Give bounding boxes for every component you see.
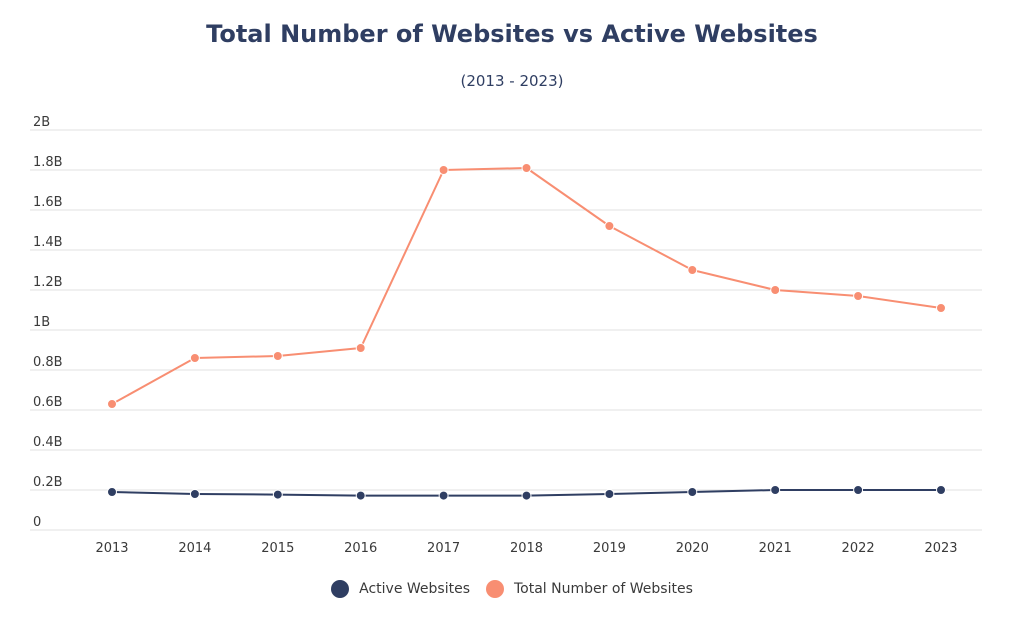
x-tick-label: 2014 bbox=[178, 541, 211, 556]
data-point[interactable] bbox=[687, 487, 698, 497]
series-lines bbox=[107, 163, 946, 501]
y-tick-label: 0.4B bbox=[33, 435, 63, 450]
legend-swatch-total bbox=[485, 580, 504, 598]
x-tick-label: 2016 bbox=[344, 541, 377, 556]
x-tick-label: 2018 bbox=[510, 541, 543, 556]
legend-label-total: Total Number of Websites bbox=[513, 581, 693, 597]
y-tick-label: 1.8B bbox=[33, 155, 63, 170]
data-point[interactable] bbox=[272, 351, 283, 361]
y-tick-label: 0 bbox=[33, 515, 41, 530]
series-line bbox=[111, 167, 942, 405]
x-tick-label: 2020 bbox=[676, 541, 709, 556]
data-point[interactable] bbox=[770, 485, 781, 495]
series-active-websites bbox=[107, 485, 946, 501]
data-point[interactable] bbox=[189, 489, 200, 499]
data-point[interactable] bbox=[936, 303, 946, 313]
data-point[interactable] bbox=[107, 399, 117, 409]
data-point[interactable] bbox=[604, 489, 615, 499]
data-point[interactable] bbox=[853, 291, 864, 301]
y-tick-label: 0.6B bbox=[33, 395, 63, 410]
data-point[interactable] bbox=[521, 490, 532, 501]
data-point[interactable] bbox=[521, 163, 532, 173]
x-tick-label: 2021 bbox=[759, 541, 792, 556]
line-chart: 0 0.2B 0.4B 0.6B 0.8B 1B 1.2B 1.4B 1.6B 1.8B 2B 20… bbox=[30, 115, 982, 556]
chart-title: Total Number of Websites vs Active Websi… bbox=[206, 20, 818, 48]
legend: Active Websites Total Number of Websites bbox=[0, 580, 1024, 598]
y-tick-label: 1.2B bbox=[33, 275, 63, 290]
data-point[interactable] bbox=[770, 285, 781, 295]
data-point[interactable] bbox=[438, 490, 449, 501]
y-tick-label: 2B bbox=[33, 115, 50, 130]
data-point[interactable] bbox=[853, 485, 864, 495]
x-tick-label: 2022 bbox=[842, 541, 875, 556]
data-point[interactable] bbox=[438, 165, 449, 175]
legend-label-active: Active Websites bbox=[359, 581, 470, 597]
data-point[interactable] bbox=[355, 343, 366, 353]
series-total-websites bbox=[107, 163, 946, 409]
legend-swatch-active bbox=[331, 580, 350, 598]
y-tick-label: 1.6B bbox=[33, 195, 63, 210]
x-tick-label: 2023 bbox=[924, 541, 957, 556]
y-axis-ticks: 0 0.2B 0.4B 0.6B 0.8B 1B 1.2B 1.4B 1.6B 1.8B 2B bbox=[33, 115, 63, 530]
data-point[interactable] bbox=[604, 221, 615, 231]
x-tick-label: 2015 bbox=[261, 541, 294, 556]
data-point[interactable] bbox=[936, 485, 946, 495]
y-tick-label: 1B bbox=[33, 315, 50, 330]
x-axis-ticks: 2013 2014 2015 2016 2017 2018 2019 2020 2021 2022… bbox=[95, 541, 957, 556]
grid-lines bbox=[30, 129, 982, 531]
data-point[interactable] bbox=[272, 489, 283, 500]
data-point[interactable] bbox=[107, 487, 117, 497]
x-tick-label: 2013 bbox=[95, 541, 128, 556]
data-point[interactable] bbox=[355, 490, 366, 501]
chart-subtitle: (2013 - 2023) bbox=[460, 72, 564, 90]
y-tick-label: 0.8B bbox=[33, 355, 63, 370]
data-point[interactable] bbox=[189, 353, 200, 363]
legend-item-active-websites[interactable]: Active Websites bbox=[331, 580, 470, 598]
x-tick-label: 2019 bbox=[593, 541, 626, 556]
legend-item-total-websites[interactable]: Total Number of Websites bbox=[485, 580, 693, 598]
y-tick-label: 0.2B bbox=[33, 475, 63, 490]
x-tick-label: 2017 bbox=[427, 541, 460, 556]
y-tick-label: 1.4B bbox=[33, 235, 63, 250]
data-point[interactable] bbox=[687, 265, 698, 275]
